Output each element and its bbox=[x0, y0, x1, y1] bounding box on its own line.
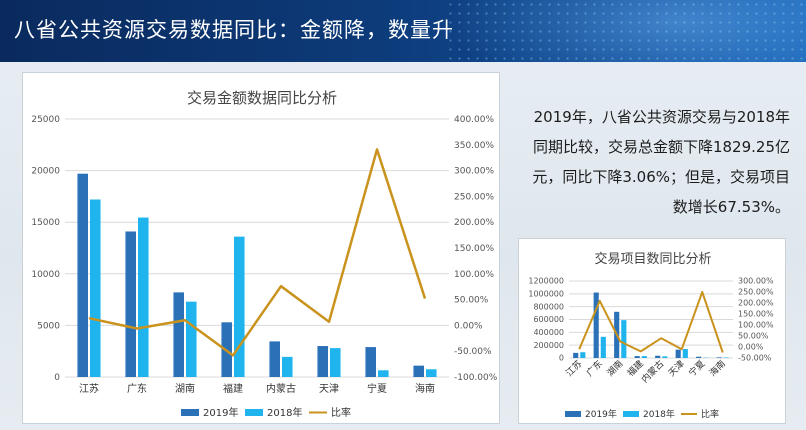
x-tick-label: 天津 bbox=[666, 358, 687, 379]
bar-2018 bbox=[138, 217, 149, 377]
x-tick-label: 天津 bbox=[319, 383, 339, 395]
bar-2018 bbox=[641, 356, 647, 358]
ratio-line bbox=[578, 291, 724, 353]
y-tick-label: 10000 bbox=[31, 270, 60, 280]
bar-2018 bbox=[426, 369, 437, 377]
bar-2019 bbox=[675, 349, 681, 358]
x-tick-label: 宁夏 bbox=[367, 382, 387, 395]
y2-tick-label: 250.00% bbox=[454, 192, 494, 202]
legend-label: 2018年 bbox=[267, 406, 302, 419]
bar-2018 bbox=[330, 348, 341, 377]
bar-2018 bbox=[580, 352, 586, 358]
x-tick-label: 江苏 bbox=[79, 382, 99, 395]
ratio-line bbox=[88, 148, 427, 357]
y2-tick-label: -50.00% bbox=[738, 354, 772, 363]
y-tick-label: 1000000 bbox=[528, 290, 564, 299]
bar-2019 bbox=[655, 355, 661, 358]
y2-tick-label: 50.00% bbox=[738, 332, 769, 341]
amount-chart: 交易金额数据同比分析 0 5000 10000 15000 20000 25000 -100.… bbox=[31, 89, 498, 419]
count-chart-panel: 交易项目数同比分析 0 200000 400000 600000 800000 100000… bbox=[518, 238, 786, 424]
bar-2019 bbox=[125, 231, 136, 377]
y-tick-label: 200000 bbox=[533, 341, 564, 350]
y2-tick-label: 150.00% bbox=[454, 244, 494, 254]
y-tick-label: 5000 bbox=[37, 321, 60, 331]
y-tick-label: 0 bbox=[54, 373, 60, 383]
y2-tick-label: 0.00% bbox=[454, 321, 483, 331]
legend-label: 2019年 bbox=[585, 408, 617, 420]
bar-2018 bbox=[723, 357, 729, 358]
chart-title: 交易项目数同比分析 bbox=[594, 251, 711, 267]
y-tick-label: 1200000 bbox=[528, 277, 564, 286]
y2-tick-label: 200.00% bbox=[738, 299, 774, 308]
header-glow bbox=[426, 0, 806, 62]
amount-chart-panel: 交易金额数据同比分析 0 5000 10000 15000 20000 25000 -100.… bbox=[22, 72, 500, 424]
legend-swatch-2018 bbox=[245, 409, 263, 416]
bar-2019 bbox=[696, 356, 702, 358]
bar-2018 bbox=[662, 356, 668, 358]
legend-label: 比率 bbox=[331, 406, 351, 419]
x-tick-label: 江苏 bbox=[563, 358, 584, 379]
bar-2019 bbox=[573, 352, 579, 358]
y2-tick-label: 200.00% bbox=[454, 218, 494, 228]
x-tick-label: 广东 bbox=[127, 382, 147, 395]
legend-swatch-2018 bbox=[623, 411, 639, 417]
bar-2019 bbox=[413, 365, 424, 377]
y2-tick-label: 50.00% bbox=[454, 296, 489, 306]
y2-tick-label: -100.00% bbox=[454, 373, 498, 383]
bar-2018 bbox=[682, 349, 688, 358]
y-tick-label: 0 bbox=[559, 354, 564, 363]
legend-swatch-2019 bbox=[565, 411, 581, 417]
y2-tick-label: 300.00% bbox=[454, 167, 494, 177]
bar-2019 bbox=[77, 173, 88, 377]
x-tick-label: 福建 bbox=[223, 382, 243, 395]
y-tick-label: 15000 bbox=[31, 218, 60, 228]
bar-2018 bbox=[186, 301, 197, 377]
bar-2019 bbox=[365, 347, 376, 377]
bar-2018 bbox=[600, 336, 606, 358]
legend-label: 比率 bbox=[701, 408, 719, 420]
x-tick-label: 广东 bbox=[584, 358, 605, 379]
y-tick-label: 600000 bbox=[533, 315, 564, 324]
y-tick-label: 20000 bbox=[31, 167, 60, 177]
header-banner: 八省公共资源交易数据同比：金额降，数量升 bbox=[0, 0, 806, 62]
y2-tick-label: -50.00% bbox=[454, 347, 492, 357]
bar-2019 bbox=[634, 356, 640, 358]
y-tick-label: 800000 bbox=[533, 302, 564, 311]
header-dot-pattern bbox=[446, 0, 806, 62]
bar-2019 bbox=[173, 292, 184, 377]
x-tick-label: 湖南 bbox=[175, 382, 195, 395]
y2-tick-label: 100.00% bbox=[454, 270, 494, 280]
y2-tick-label: 350.00% bbox=[454, 141, 494, 151]
x-tick-label: 内蒙古 bbox=[266, 382, 296, 395]
bar-2018 bbox=[90, 199, 101, 377]
count-chart: 交易项目数同比分析 0 200000 400000 600000 800000 100000… bbox=[528, 251, 774, 420]
y-tick-label: 25000 bbox=[31, 115, 60, 125]
bar-2019 bbox=[716, 357, 722, 358]
x-tick-label: 内蒙古 bbox=[639, 358, 667, 386]
y2-tick-label: 400.00% bbox=[454, 115, 494, 125]
page-title: 八省公共资源交易数据同比：金额降，数量升 bbox=[14, 18, 454, 42]
bar-2018 bbox=[378, 370, 389, 377]
y2-tick-label: 0.00% bbox=[738, 343, 764, 352]
bar-2019 bbox=[269, 341, 280, 377]
bar-2019 bbox=[317, 346, 328, 377]
y2-tick-label: 150.00% bbox=[738, 310, 774, 319]
y2-tick-label: 300.00% bbox=[738, 277, 774, 286]
x-tick-label: 海南 bbox=[415, 382, 435, 395]
bar-2019 bbox=[593, 292, 599, 358]
bar-2018 bbox=[621, 320, 627, 358]
bar-2018 bbox=[282, 356, 293, 377]
legend-label: 2019年 bbox=[203, 406, 238, 419]
x-tick-label: 海南 bbox=[707, 358, 728, 379]
bar-2018 bbox=[234, 236, 245, 377]
chart-title: 交易金额数据同比分析 bbox=[187, 89, 337, 107]
legend-swatch-2019 bbox=[181, 409, 199, 416]
legend-label: 2018年 bbox=[643, 408, 675, 420]
summary-text: 2019年，八省公共资源交易与2018年同期比较，交易总金额下降1829.25亿… bbox=[532, 108, 790, 216]
y2-tick-label: 250.00% bbox=[738, 288, 774, 297]
y2-tick-label: 100.00% bbox=[738, 321, 774, 330]
x-tick-label: 宁夏 bbox=[686, 358, 707, 379]
x-tick-label: 湖南 bbox=[604, 358, 625, 379]
y-tick-label: 400000 bbox=[533, 328, 564, 337]
